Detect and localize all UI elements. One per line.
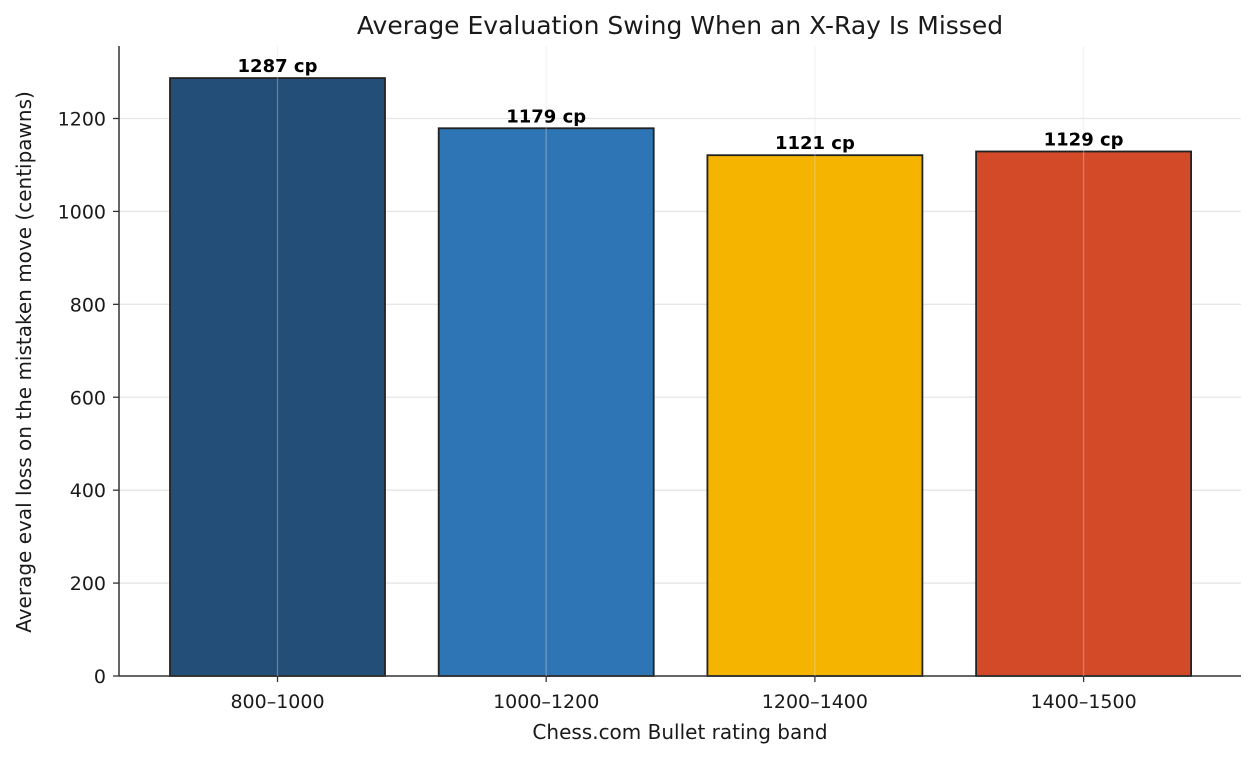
y-axis-label: Average eval loss on the mistaken move (… [12, 91, 36, 633]
y-tick-label: 1200 [58, 109, 106, 131]
x-tick-label: 1400–1500 [1030, 691, 1136, 713]
axes: 0 200 400 600 800 1000 1200 800–1000 1000–1200 12… [58, 46, 1241, 713]
y-tick-label: 600 [70, 387, 106, 409]
y-tick-label: 800 [70, 294, 106, 316]
x-tick-label: 1200–1400 [762, 691, 868, 713]
x-tick-label: 800–1000 [230, 691, 324, 713]
bar-value-label: 1287 cp [238, 56, 318, 77]
bar [975, 150, 1192, 677]
x-tick-label: 1000–1200 [493, 691, 599, 713]
data-labels: 1287 cp 1179 cp 1121 cp 1129 cp [238, 56, 1124, 154]
bar [706, 154, 924, 677]
y-tick-label: 200 [70, 573, 106, 595]
bar [169, 77, 386, 677]
y-tick-label: 1000 [58, 201, 106, 223]
x-axis-label: Chess.com Bullet rating band [532, 720, 827, 744]
bar-value-label: 1129 cp [1044, 129, 1124, 150]
chart-title: Average Evaluation Swing When an X-Ray I… [357, 11, 1003, 40]
bar [437, 127, 655, 677]
y-tick-label: 400 [70, 480, 106, 502]
bar-value-label: 1179 cp [506, 106, 586, 127]
y-tick-label: 0 [94, 666, 106, 688]
bars [169, 77, 1192, 677]
bar-value-label: 1121 cp [775, 133, 855, 154]
